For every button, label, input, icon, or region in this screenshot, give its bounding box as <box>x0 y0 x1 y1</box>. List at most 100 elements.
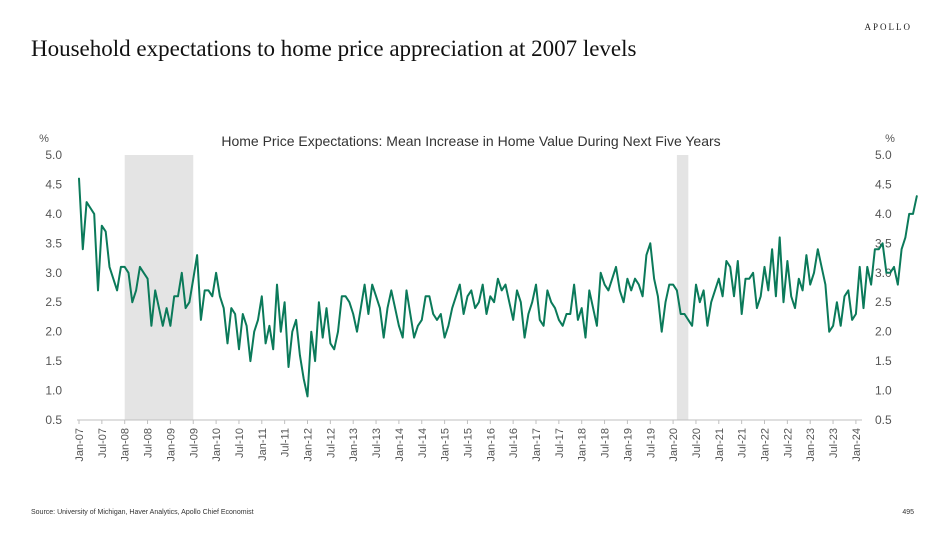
data-point <box>664 301 667 303</box>
data-point <box>124 266 126 268</box>
data-point <box>828 331 830 333</box>
x-tick-label: Jan-17 <box>531 428 543 462</box>
data-point <box>558 319 560 321</box>
data-point <box>337 331 339 333</box>
data-point <box>737 260 739 262</box>
data-point <box>432 313 434 315</box>
data-point <box>539 319 541 321</box>
left-axis-unit: % <box>39 133 49 145</box>
data-point <box>493 301 495 303</box>
x-tick-label: Jul-14 <box>417 428 429 458</box>
data-point <box>345 295 347 297</box>
x-tick-label: Jan-19 <box>622 428 634 462</box>
data-point <box>862 307 865 309</box>
x-tick-label: Jan-08 <box>120 428 132 462</box>
x-tick-label: Jul-19 <box>645 428 657 458</box>
data-point <box>207 289 210 291</box>
data-point <box>604 284 606 286</box>
data-point <box>226 342 229 344</box>
data-point <box>177 295 179 297</box>
data-point <box>550 301 552 303</box>
data-point <box>459 284 461 286</box>
data-point <box>143 272 145 274</box>
data-point <box>680 313 682 315</box>
data-point <box>200 319 202 321</box>
data-point <box>386 307 389 309</box>
data-point <box>105 231 107 233</box>
data-point <box>626 278 629 280</box>
y-tick-label-right: 5.0 <box>875 148 892 162</box>
data-point <box>878 248 880 250</box>
x-tick-label: Jan-22 <box>760 428 772 462</box>
data-point <box>383 337 385 339</box>
data-point <box>760 295 762 297</box>
data-point <box>375 295 377 297</box>
data-point <box>752 272 754 274</box>
data-point <box>676 289 678 291</box>
data-point <box>786 260 789 262</box>
data-point <box>371 284 373 286</box>
data-point <box>428 295 430 297</box>
y-tick-label-right: 0.5 <box>875 413 892 427</box>
data-point <box>501 289 503 291</box>
x-tick-label: Jan-20 <box>668 428 680 462</box>
data-point <box>413 337 415 339</box>
data-point <box>447 325 449 327</box>
x-tick-label: Jan-12 <box>303 428 315 462</box>
data-point <box>356 331 358 333</box>
data-point <box>497 278 499 280</box>
data-point <box>482 284 484 286</box>
data-point <box>82 248 84 250</box>
data-point <box>219 295 221 297</box>
data-point <box>478 301 480 303</box>
data-point <box>897 284 899 286</box>
data-point <box>364 284 366 286</box>
data-point <box>642 295 644 297</box>
x-tick-label: Jul-10 <box>234 428 246 458</box>
data-point <box>771 248 773 250</box>
x-tick-label: Jul-15 <box>462 428 474 458</box>
data-point <box>695 284 697 286</box>
data-point <box>196 254 198 256</box>
data-point <box>562 325 564 327</box>
data-point <box>470 289 472 291</box>
data-point <box>672 284 674 286</box>
data-point <box>573 284 575 286</box>
data-point <box>535 284 537 286</box>
data-point <box>832 325 834 327</box>
y-tick-label-left: 2.0 <box>45 325 62 339</box>
x-tick-label: Jul-21 <box>737 428 749 458</box>
x-tick-label: Jul-16 <box>508 428 520 458</box>
x-tick-label: Jan-16 <box>485 428 497 462</box>
data-point <box>916 195 918 197</box>
y-tick-label-right: 1.5 <box>875 354 892 368</box>
data-point <box>246 325 248 327</box>
data-point <box>284 301 286 303</box>
data-point <box>348 301 350 303</box>
data-point <box>840 325 842 327</box>
data-point <box>661 331 663 333</box>
data-point <box>150 325 152 327</box>
data-point <box>188 301 190 303</box>
data-point <box>268 325 270 327</box>
y-tick-label-left: 5.0 <box>45 148 62 162</box>
data-point <box>238 348 240 350</box>
data-point <box>390 289 392 291</box>
data-point <box>455 295 457 297</box>
series-points-group <box>78 178 918 397</box>
data-point <box>78 178 80 180</box>
data-point <box>775 295 777 297</box>
data-point <box>173 295 175 297</box>
data-point <box>485 313 488 315</box>
data-point <box>474 307 476 309</box>
data-point <box>466 295 469 297</box>
data-point <box>265 342 267 344</box>
data-point <box>398 325 400 327</box>
data-point <box>97 289 99 291</box>
data-point <box>851 319 853 321</box>
y-tick-label-left: 4.5 <box>45 177 62 191</box>
data-point <box>291 331 293 333</box>
x-tick-label: Jul-20 <box>691 428 703 458</box>
data-point <box>615 266 617 268</box>
data-point <box>565 313 568 315</box>
